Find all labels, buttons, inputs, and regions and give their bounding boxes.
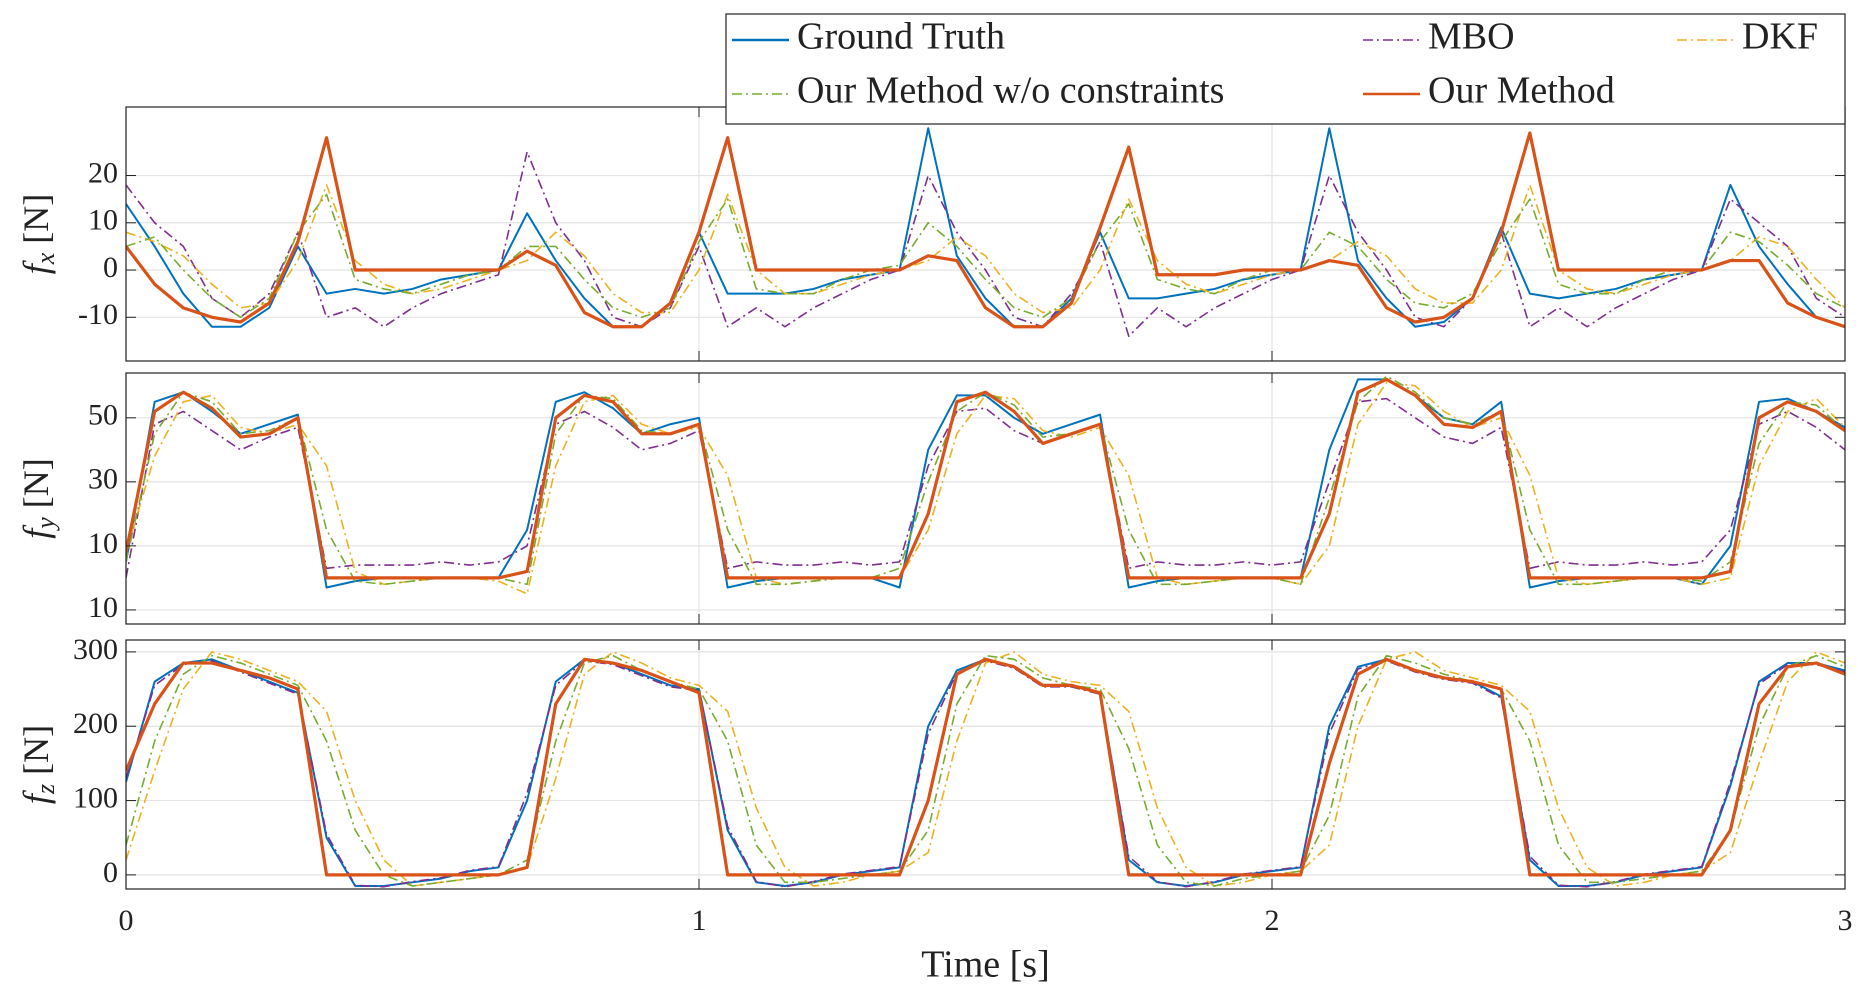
series-line [126,654,1845,887]
series-line [126,397,1845,579]
axes-box [125,106,1846,362]
x-axis-label: Time [s] [921,944,1049,986]
series-line [126,381,1845,595]
series-line [126,658,1845,888]
legend-label: MBO [1428,16,1515,58]
y-tick-label: 300 [73,633,118,666]
y-tick-label: 10 [88,527,118,560]
legend-box [725,13,1846,125]
series-line [126,151,1845,337]
x-tick-label: 2 [1265,904,1280,937]
y-tick-label: 30 [88,463,118,496]
y-tick-label: 200 [73,707,118,740]
axes-box [125,372,1846,625]
series-line [126,651,1845,887]
legend-label: DKF [1742,16,1818,58]
series-line [126,657,1845,877]
series-line [126,375,1845,586]
y-tick-label: -10 [78,298,118,331]
x-tick-label: 1 [692,904,707,937]
y-axis-label: fx [N] [16,194,60,275]
y-tick-label: 10 [88,591,118,624]
series-line [126,378,1845,589]
legend-label: Ground Truth [797,16,1005,58]
y-axis-label: fy [N] [16,458,60,539]
y-tick-label: 50 [88,399,118,432]
y-tick-label: 100 [73,781,118,814]
axes-box [125,639,1846,890]
x-tick-label: 3 [1838,904,1853,937]
x-tick-label: 0 [119,904,134,937]
y-tick-label: 0 [103,251,118,284]
series-line [126,193,1845,319]
subplot: 20 10 0 -10 fx [N] [16,106,1846,362]
legend-label: Our Method [1428,70,1615,112]
series-line [126,127,1845,328]
subplot: 50 30 10 10 fy [N] [16,372,1846,625]
legend: Ground Truth MBO DKF Our Method w/o constra… [725,13,1846,125]
y-axis-label: fz [N] [16,725,60,804]
y-tick-label: 0 [103,856,118,889]
series-line [126,131,1845,329]
y-tick-label: 20 [88,156,118,189]
subplot: 300 200 100 00 1 2 3 Time [s] fz [N] [16,633,1852,986]
series-line [126,377,1845,580]
y-tick-label: 10 [88,204,118,237]
series-line [126,660,1845,888]
legend-label: Our Method w/o constraints [797,70,1224,112]
